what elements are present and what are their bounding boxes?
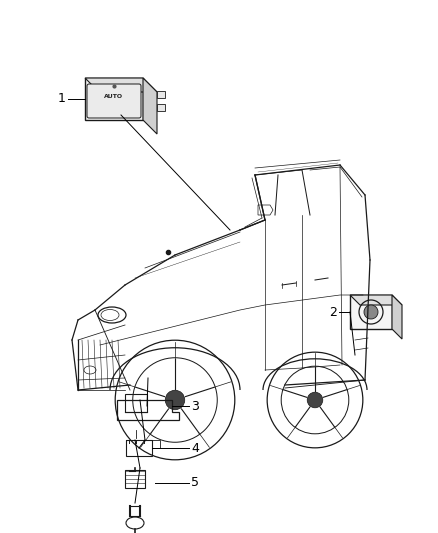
- Bar: [157, 91, 165, 98]
- Polygon shape: [350, 295, 402, 305]
- Bar: [126, 440, 152, 456]
- Text: 3: 3: [191, 400, 199, 413]
- Bar: [85, 78, 143, 120]
- Polygon shape: [392, 295, 402, 339]
- Text: 5: 5: [191, 477, 199, 489]
- Text: 1: 1: [58, 93, 66, 106]
- Circle shape: [307, 392, 323, 408]
- Bar: [157, 104, 165, 111]
- FancyBboxPatch shape: [87, 84, 141, 118]
- Bar: [152, 440, 160, 448]
- Text: 2: 2: [329, 305, 337, 319]
- Text: 4: 4: [191, 441, 199, 455]
- Bar: [350, 295, 392, 329]
- Circle shape: [364, 305, 378, 319]
- Polygon shape: [143, 78, 157, 134]
- Bar: [125, 394, 147, 412]
- Bar: [125, 470, 145, 488]
- Circle shape: [165, 390, 185, 410]
- Polygon shape: [85, 78, 157, 92]
- Text: AUTO: AUTO: [104, 94, 124, 100]
